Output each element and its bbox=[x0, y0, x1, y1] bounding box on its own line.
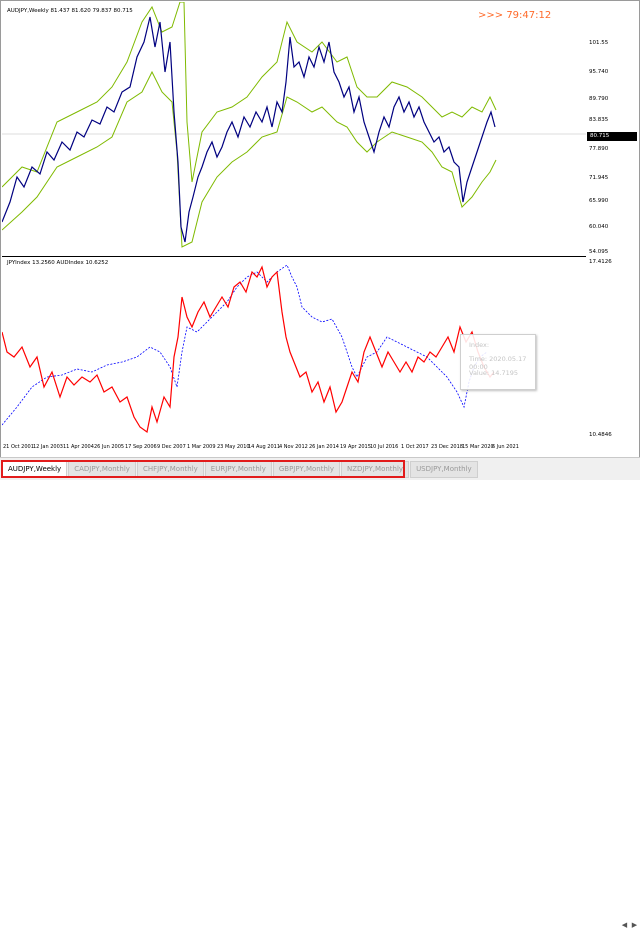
current-price-tag: 80.715 bbox=[587, 132, 637, 141]
tabs-highlight-box bbox=[1, 460, 405, 478]
price-label: 83.835 bbox=[589, 117, 609, 123]
price-label: 89.790 bbox=[589, 96, 609, 102]
price-label: 71.945 bbox=[589, 175, 609, 181]
date-label: 26 Jun 2005 bbox=[94, 444, 125, 450]
tooltip-index: Index: bbox=[469, 341, 490, 349]
indicator-label: 17.4126 bbox=[589, 259, 612, 265]
price-chart-svg bbox=[2, 2, 586, 248]
date-label: 26 Jan 2014 bbox=[309, 444, 339, 450]
indicator-title: JPYIndex 13.2560 AUDIndex 10.6252 bbox=[7, 260, 109, 266]
tooltip-value: Value: 14.7195 bbox=[469, 369, 518, 377]
time-axis[interactable]: 21 Oct 2001 12 Jan 2003 11 Apr 2004 26 J… bbox=[2, 441, 586, 455]
price-bars bbox=[2, 16, 496, 243]
price-label: 101.55 bbox=[589, 40, 609, 46]
indicator-label: 10.4846 bbox=[589, 432, 612, 438]
price-label: 54.095 bbox=[589, 249, 609, 255]
jpy-index-line bbox=[2, 265, 495, 434]
price-label: 77.890 bbox=[589, 146, 609, 152]
date-label: 14 Aug 2011 bbox=[248, 444, 281, 450]
date-label: 6 Jun 2021 bbox=[492, 444, 519, 450]
scroll-right-icon[interactable]: ▶ bbox=[631, 921, 638, 929]
tooltip-time: Time: 2020.05.17 00:00 bbox=[469, 355, 527, 371]
scroll-left-icon[interactable]: ◀ bbox=[621, 921, 628, 929]
price-label: 65.990 bbox=[589, 198, 609, 204]
date-label: 23 Dec 2018 bbox=[431, 444, 463, 450]
date-label: 4 Nov 2012 bbox=[279, 444, 308, 450]
date-label: 1 Oct 2017 bbox=[401, 444, 429, 450]
date-label: 12 Jan 2003 bbox=[33, 444, 63, 450]
date-label: 21 Oct 2001 bbox=[3, 444, 34, 450]
date-label: 15 Mar 2020 bbox=[462, 444, 494, 450]
date-label: 17 Sep 2006 bbox=[125, 444, 157, 450]
date-label: 9 Dec 2007 bbox=[157, 444, 186, 450]
indicator-svg bbox=[2, 264, 495, 434]
aud-index-line bbox=[2, 264, 488, 426]
price-chart-pane[interactable]: AUDJPY,Weekly 81.437 81.620 79.837 80.71… bbox=[2, 2, 586, 254]
tab-usdjpy-monthly[interactable]: USDJPY,Monthly bbox=[410, 461, 478, 478]
date-label: 10 Jul 2016 bbox=[370, 444, 399, 450]
price-axis[interactable]: 101.55 95.740 89.790 83.835 80.715 77.89… bbox=[586, 2, 638, 255]
date-label: 23 May 2010 bbox=[217, 444, 250, 450]
bar-timer: >>> 79:47:12 bbox=[478, 10, 552, 21]
date-label: 19 Apr 2015 bbox=[340, 444, 371, 450]
upper-band-line bbox=[2, 2, 497, 188]
lower-band-line bbox=[2, 70, 497, 248]
price-chart-title: AUDJPY,Weekly 81.437 81.620 79.837 80.71… bbox=[7, 8, 133, 14]
price-label: 95.740 bbox=[589, 69, 609, 75]
data-tooltip: Index: Time: 2020.05.17 00:00 Value: 14.… bbox=[460, 334, 536, 390]
indicator-axis[interactable]: 17.4126 10.4846 bbox=[586, 256, 638, 440]
price-label: 60.040 bbox=[589, 224, 609, 230]
date-label: 11 Apr 2004 bbox=[63, 444, 94, 450]
date-label: 1 Mar 2009 bbox=[187, 444, 216, 450]
